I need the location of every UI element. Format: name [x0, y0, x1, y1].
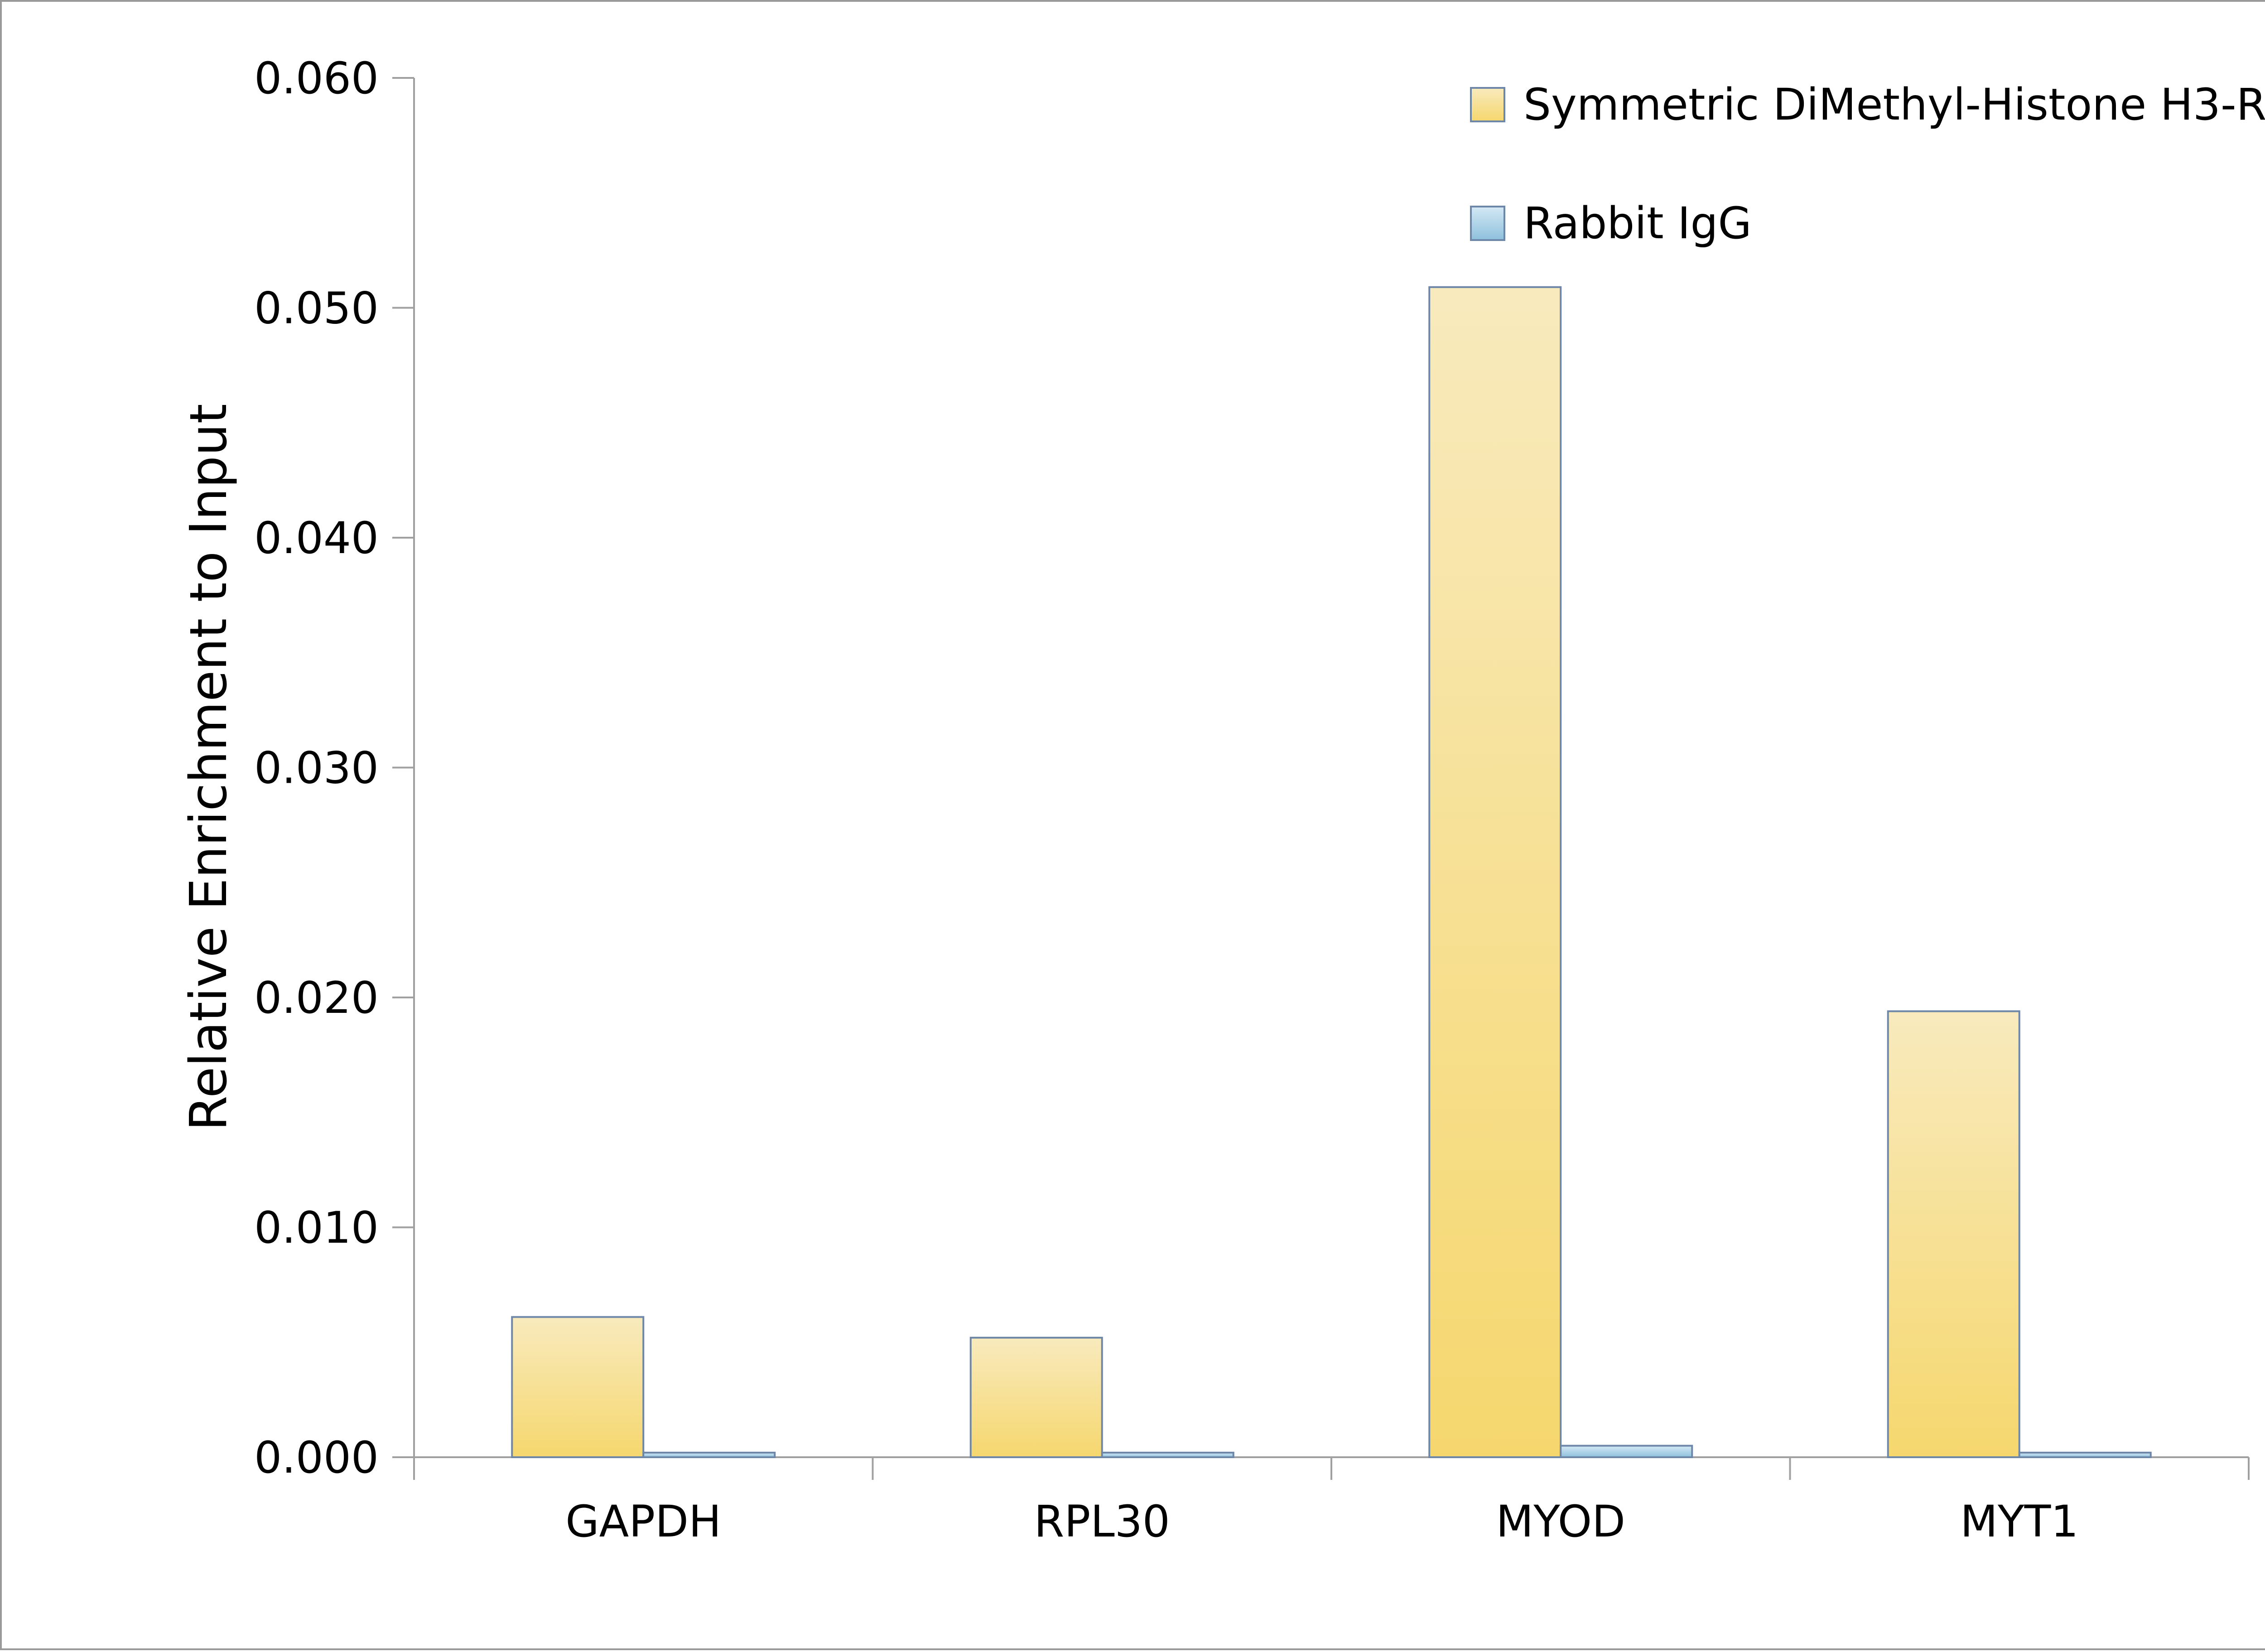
bar-rabbit-igg [1101, 1451, 1234, 1459]
y-tick-label: 0.030 [254, 743, 379, 794]
x-axis: GAPDH RPL30 MYOD MYT1 [413, 1456, 2250, 1547]
y-tick-label: 0.000 [254, 1432, 379, 1483]
x-category-label: RPL30 [1034, 1496, 1170, 1547]
legend-swatch [1470, 87, 1505, 122]
y-axis-title: Relative Enrichment to Input [179, 404, 238, 1131]
y-tick-label: 0.050 [254, 283, 379, 334]
x-category-label: MYOD [1496, 1496, 1625, 1547]
x-category-label: GAPDH [565, 1496, 721, 1547]
bar-rabbit-igg [1560, 1445, 1693, 1458]
y-tick-label: 0.060 [254, 53, 379, 104]
y-tick-label: 0.020 [254, 973, 379, 1023]
bar-rabbit-igg [642, 1451, 776, 1459]
y-axis: 0.000 0.010 0.020 0.030 0.040 0.050 0.060 [254, 53, 415, 1483]
y-tick-label: 0.040 [254, 513, 379, 564]
legend-label: Rabbit IgG [1523, 198, 1752, 249]
y-tick-label: 0.010 [254, 1203, 379, 1253]
bar-h3r8 [1428, 286, 1562, 1459]
bars [511, 286, 2152, 1459]
bar-h3r8 [511, 1316, 645, 1459]
bar-h3r8 [1887, 1010, 2020, 1458]
bar-h3r8 [969, 1337, 1103, 1459]
x-category-label: MYT1 [1960, 1496, 2078, 1547]
legend-label: Symmetric DiMethyl-Histone H3-R8 [1523, 79, 2265, 130]
bar-rabbit-igg [2018, 1451, 2152, 1459]
legend-swatch [1470, 206, 1505, 241]
legend: Symmetric DiMethyl-Histone H3-R8 Rabbit I… [1470, 79, 2265, 249]
